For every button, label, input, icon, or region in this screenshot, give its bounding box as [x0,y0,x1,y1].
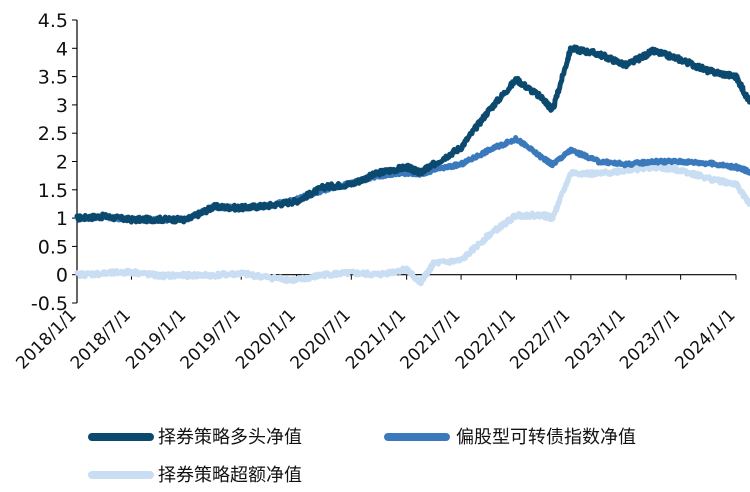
y-tick-label: 1 [56,208,68,230]
y-tick-label: 3 [56,95,68,117]
x-tick-label: 2024/1/1 [671,305,739,373]
y-tick-label: 2 [56,152,68,174]
y-tick-label: -0.5 [31,293,68,315]
legend-item-excess-nav: 择券策略超额净值 [88,465,302,486]
legend-item-long-nav: 择券策略多头净值 [88,427,302,448]
y-tick-label: 0.5 [38,236,68,258]
y-tick-label: 4 [56,38,68,60]
y-tick-label: 4.5 [38,10,68,32]
y-tick-label: 0 [56,265,68,287]
series-line-excess-nav [74,162,750,287]
series-line-index-nav [74,135,750,224]
legend-label-excess-nav: 择券策略超额净值 [158,465,302,486]
y-tick-label: 1.5 [38,180,68,202]
legend-item-index-nav: 偏股型可转债指数净值 [384,427,636,448]
y-tick-label: 2.5 [38,123,68,145]
legend: 择券策略多头净值 偏股型可转债指数净值 择券策略超额净值 [88,427,636,486]
legend-label-index-nav: 偏股型可转债指数净值 [456,427,636,448]
series-layer [74,44,750,287]
legend-label-long-nav: 择券策略多头净值 [158,427,302,448]
y-tick-label: 3.5 [38,67,68,89]
y-ticks: 4.5 4 3.5 3 2.5 2 1.5 1 0.5 0 -0.5 [31,10,77,315]
series-line-long-nav [74,44,750,225]
x-ticks: 2018/1/12018/7/12019/1/12019/7/12020/1/1… [12,274,740,374]
